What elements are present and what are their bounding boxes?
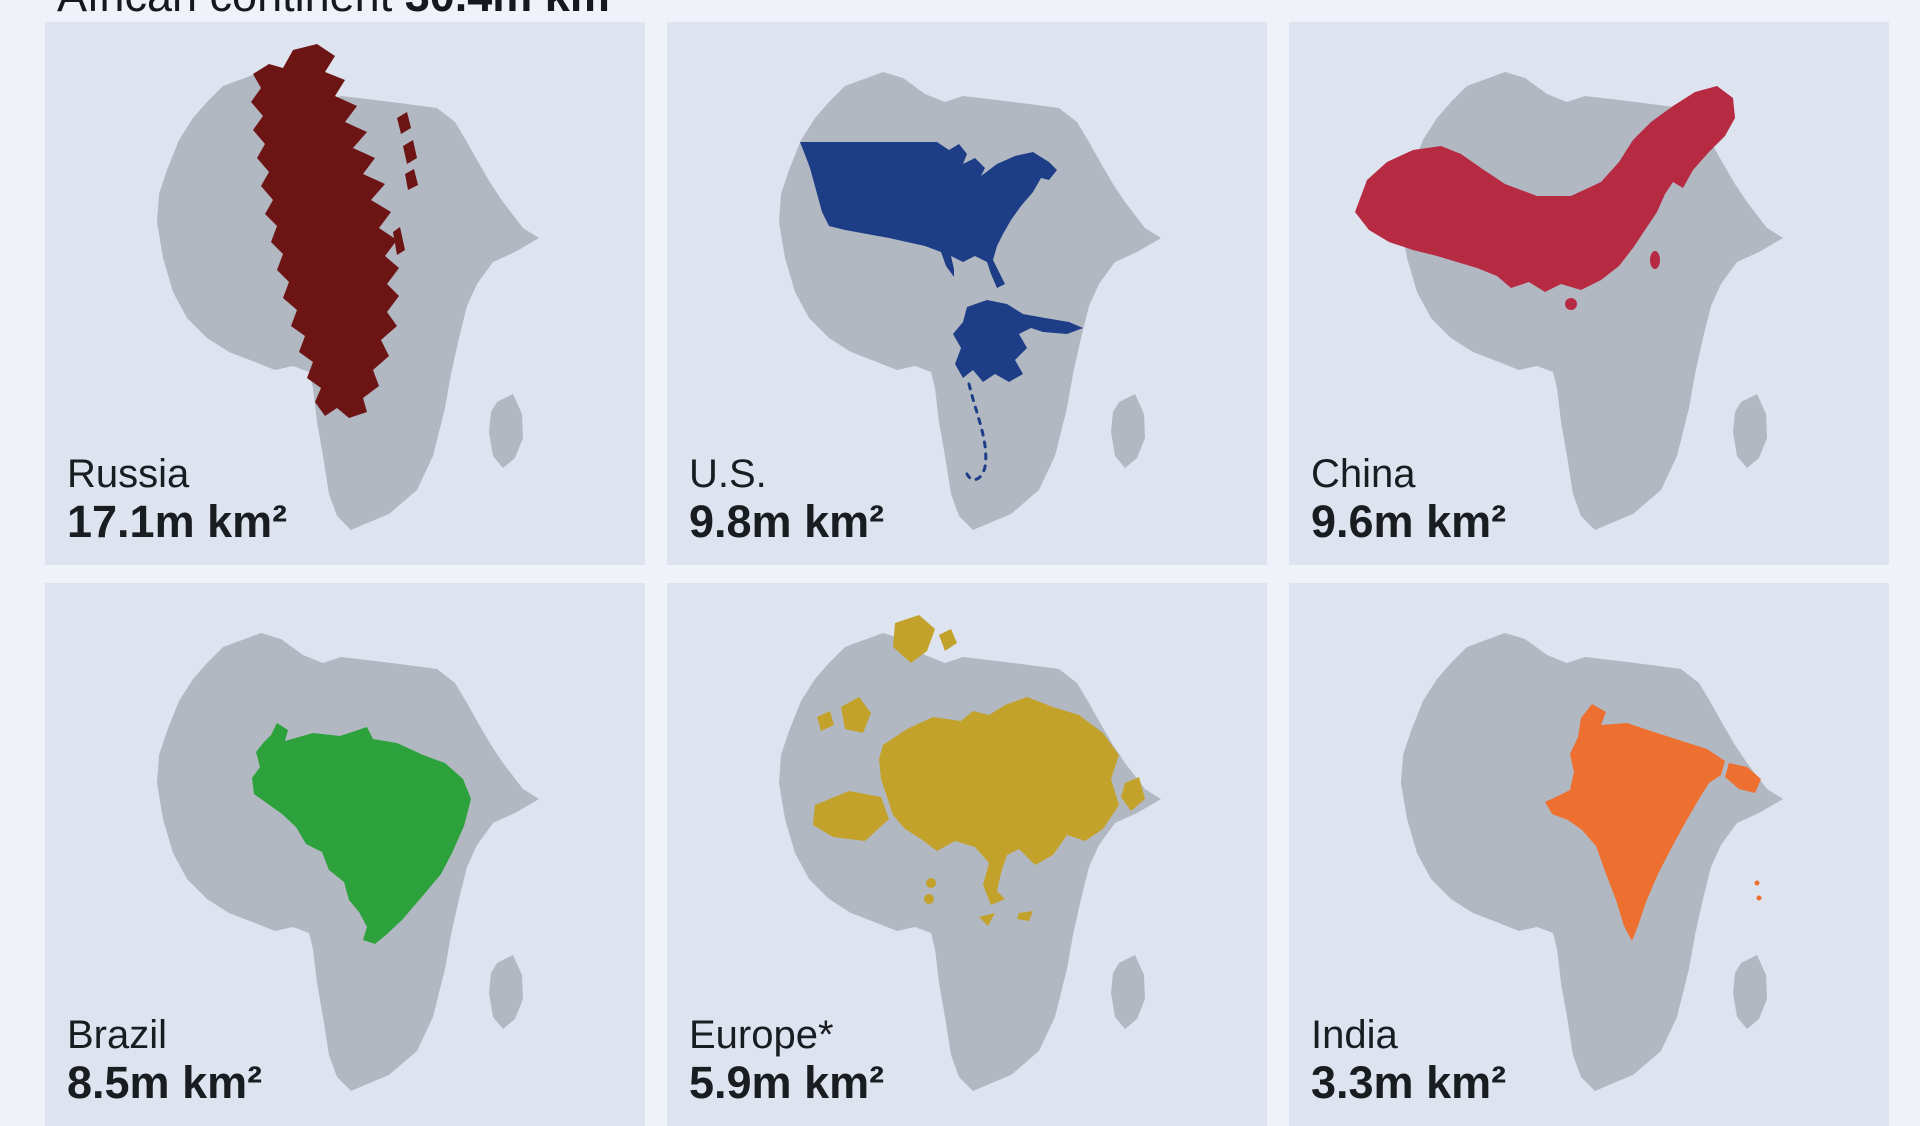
panel-brazil: Brazil 8.5m km² [45,583,645,1126]
panel-label: U.S. 9.8m km² [689,452,884,547]
chart-title-value: 30.4m km² [405,0,625,21]
panel-china: China 9.6m km² [1289,22,1889,565]
country-area: 17.1m km² [67,495,288,547]
panels-grid: Russia 17.1m km² U.S. 9.8m km² China 9.6… [45,22,1889,1126]
panel-india: India 3.3m km² [1289,583,1889,1126]
country-name: U.S. [689,451,767,496]
country-area: 5.9m km² [689,1056,885,1108]
country-area: 9.6m km² [1311,495,1507,547]
panel-label: Europe* 5.9m km² [689,1013,884,1108]
chart-title-prefix: African continent [57,0,405,21]
panel-label: Russia 17.1m km² [67,452,287,547]
country-area: 9.8m km² [689,495,885,547]
panel-label: India 3.3m km² [1311,1013,1506,1108]
panel-russia: Russia 17.1m km² [45,22,645,565]
country-name: Russia [67,451,190,496]
country-name: China [1311,451,1416,496]
panel-europe: Europe* 5.9m km² [667,583,1267,1126]
panel-label: China 9.6m km² [1311,452,1506,547]
country-name: India [1311,1012,1398,1057]
panel-us: U.S. 9.8m km² [667,22,1267,565]
country-name: Europe* [689,1012,834,1057]
chart-title: African continent 30.4m km² [57,0,625,22]
panel-label: Brazil 8.5m km² [67,1013,262,1108]
country-area: 8.5m km² [67,1056,263,1108]
country-name: Brazil [67,1012,168,1057]
country-area: 3.3m km² [1311,1056,1507,1108]
